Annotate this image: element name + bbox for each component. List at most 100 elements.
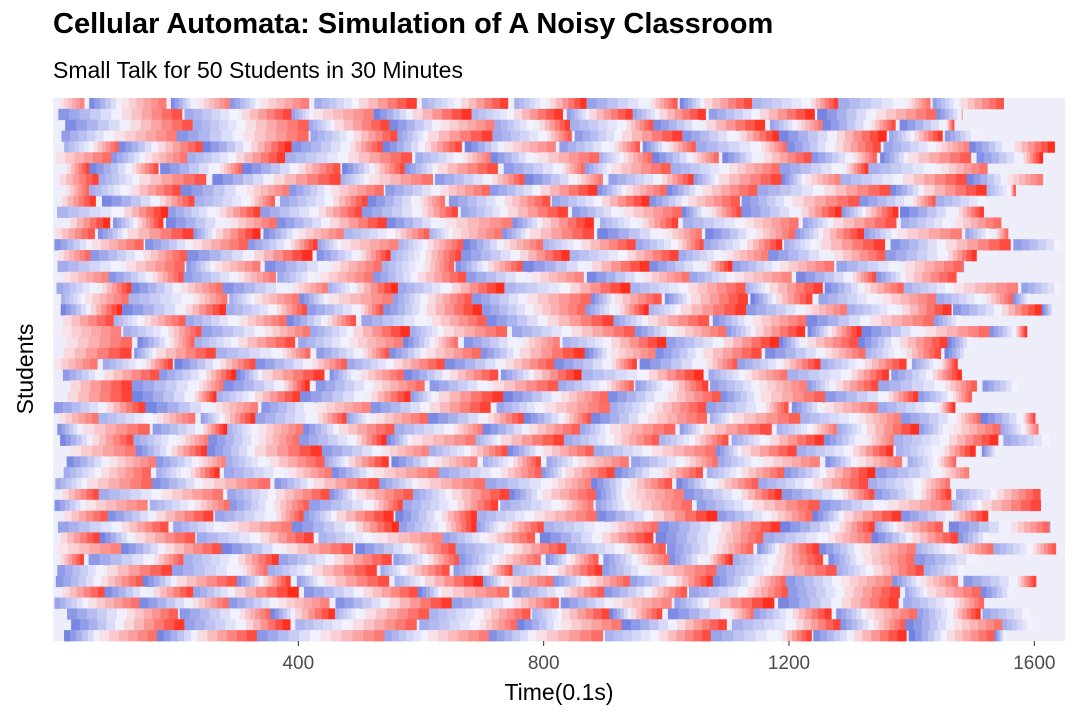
heatmap-cell [695,467,703,479]
heatmap-cell [296,380,302,392]
heatmap-cell [781,488,793,501]
heatmap-cell [663,423,676,436]
heatmap-cell [961,108,963,121]
heatmap-cell [481,391,493,403]
heatmap-cell [237,347,250,360]
heatmap-cell [195,499,202,512]
heatmap-cell [884,336,892,349]
heatmap-cell [156,282,166,294]
heatmap-cell [553,250,563,262]
heatmap-cell [819,521,831,533]
heatmap-cell [67,98,73,110]
heatmap-cell [388,260,396,273]
heatmap-cell [1027,282,1036,294]
heatmap-cell [161,108,173,121]
heatmap-cell [802,141,811,153]
heatmap-cell [223,380,235,392]
heatmap-cell [615,478,623,490]
heatmap-cell [903,174,915,186]
heatmap-cell [410,412,421,425]
heatmap-cell [805,119,811,131]
heatmap-cell [884,423,894,436]
heatmap-cell [266,119,278,131]
heatmap-cell [203,434,209,446]
heatmap-cell [202,239,212,251]
heatmap-cell [929,412,939,425]
heatmap-cell [411,174,423,186]
heatmap-cell [645,293,655,305]
heatmap-cell [712,358,718,370]
heatmap-cell [589,163,595,175]
heatmap-cell [601,141,611,153]
heatmap-cell [348,217,359,229]
heatmap-cell [717,456,726,468]
heatmap-cell [574,521,585,533]
heatmap-cell [879,119,884,131]
heatmap-cell [982,141,990,153]
heatmap-cell [910,412,921,425]
heatmap-cell [947,119,950,131]
heatmap-cell [578,456,588,468]
heatmap-cell [81,434,88,446]
heatmap-cell [465,434,477,446]
heatmap-cell [341,315,347,327]
heatmap-cell [603,206,612,218]
heatmap-cell [378,499,385,512]
heatmap-cell [168,478,179,490]
heatmap-cell [677,141,684,153]
heatmap-cell [841,358,849,370]
heatmap-cell [777,108,788,121]
heatmap-cell [955,380,962,392]
heatmap-cell [117,467,127,479]
heatmap-cell [222,326,234,338]
heatmap-cell [860,98,872,110]
heatmap-cell [109,488,121,501]
heatmap-cell [783,380,792,392]
heatmap-cell [966,174,975,186]
heatmap-cell [346,315,352,327]
heatmap-cell [134,347,139,360]
heatmap-cell [61,130,71,142]
heatmap-cell [391,521,400,533]
heatmap-cell [389,119,399,131]
heatmap-cell [620,260,631,273]
heatmap-cell [361,130,369,142]
heatmap-cell [89,217,98,229]
heatmap-cell [559,184,570,197]
heatmap-cell [779,152,789,164]
heatmap-cell [613,326,625,338]
heatmap-cell [655,488,666,501]
heatmap-cell [315,304,326,316]
heatmap-cell [952,358,956,370]
heatmap-cell [99,250,109,262]
heatmap-cell [211,315,221,327]
heatmap-cell [873,499,885,512]
heatmap-cell [157,271,164,284]
heatmap-cell [503,174,510,186]
heatmap-cell [205,391,210,403]
heatmap-cell [54,402,64,414]
heatmap-cell [540,98,546,110]
heatmap-cell [387,98,398,110]
heatmap-cell [312,163,320,175]
heatmap-cell [699,163,711,175]
heatmap-cell [63,271,72,284]
heatmap-cell [945,98,950,110]
heatmap-cell [603,456,613,468]
heatmap-cell [919,130,925,142]
heatmap-cell [362,119,372,131]
heatmap-cell [201,445,208,457]
heatmap-cell [567,141,577,153]
heatmap-cell [995,228,999,240]
heatmap-cell [140,434,148,446]
heatmap-cell [160,478,170,490]
heatmap-cell [585,108,590,121]
heatmap-cell [675,260,685,273]
heatmap-cell [706,478,713,490]
heatmap-cell [667,412,678,425]
heatmap-cell [175,412,183,425]
heatmap-cell [644,250,654,262]
heatmap-cell [529,141,539,153]
heatmap-cell [442,336,447,349]
heatmap-cell [600,488,607,501]
